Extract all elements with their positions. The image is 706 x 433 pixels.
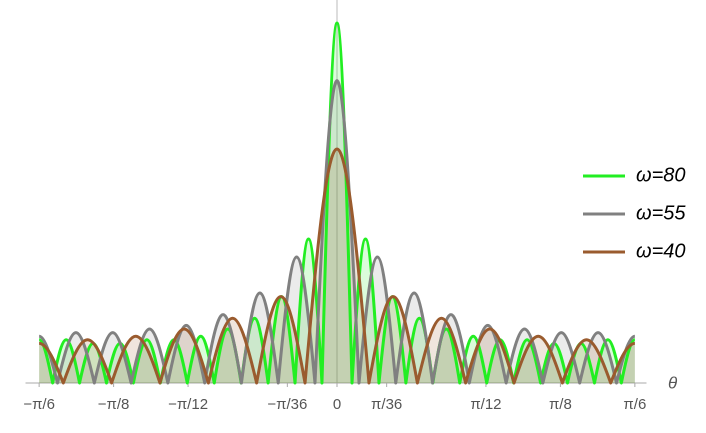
area-fill <box>39 23 635 383</box>
x-tick-label: −π/6 <box>23 396 55 413</box>
x-tick-label: −π/8 <box>98 396 130 413</box>
x-axis-label: θ <box>668 373 678 392</box>
x-tick-label: π/36 <box>371 396 402 413</box>
x-tick-label: −π/36 <box>267 396 307 413</box>
legend-label: ω=55 <box>636 202 686 224</box>
x-tick-label: −π/12 <box>168 396 208 413</box>
series-line <box>38 147 636 385</box>
area-fill <box>39 149 635 383</box>
legend-label: ω=80 <box>636 164 686 186</box>
x-tick-label: π/6 <box>623 396 646 413</box>
x-tick-label: 0 <box>333 396 341 413</box>
legend-label: ω=40 <box>636 240 686 262</box>
x-tick-label: π/12 <box>470 396 501 413</box>
series-line <box>38 79 636 385</box>
x-tick-label: π/8 <box>549 396 572 413</box>
series-line <box>38 21 636 385</box>
area-fill <box>39 80 635 383</box>
